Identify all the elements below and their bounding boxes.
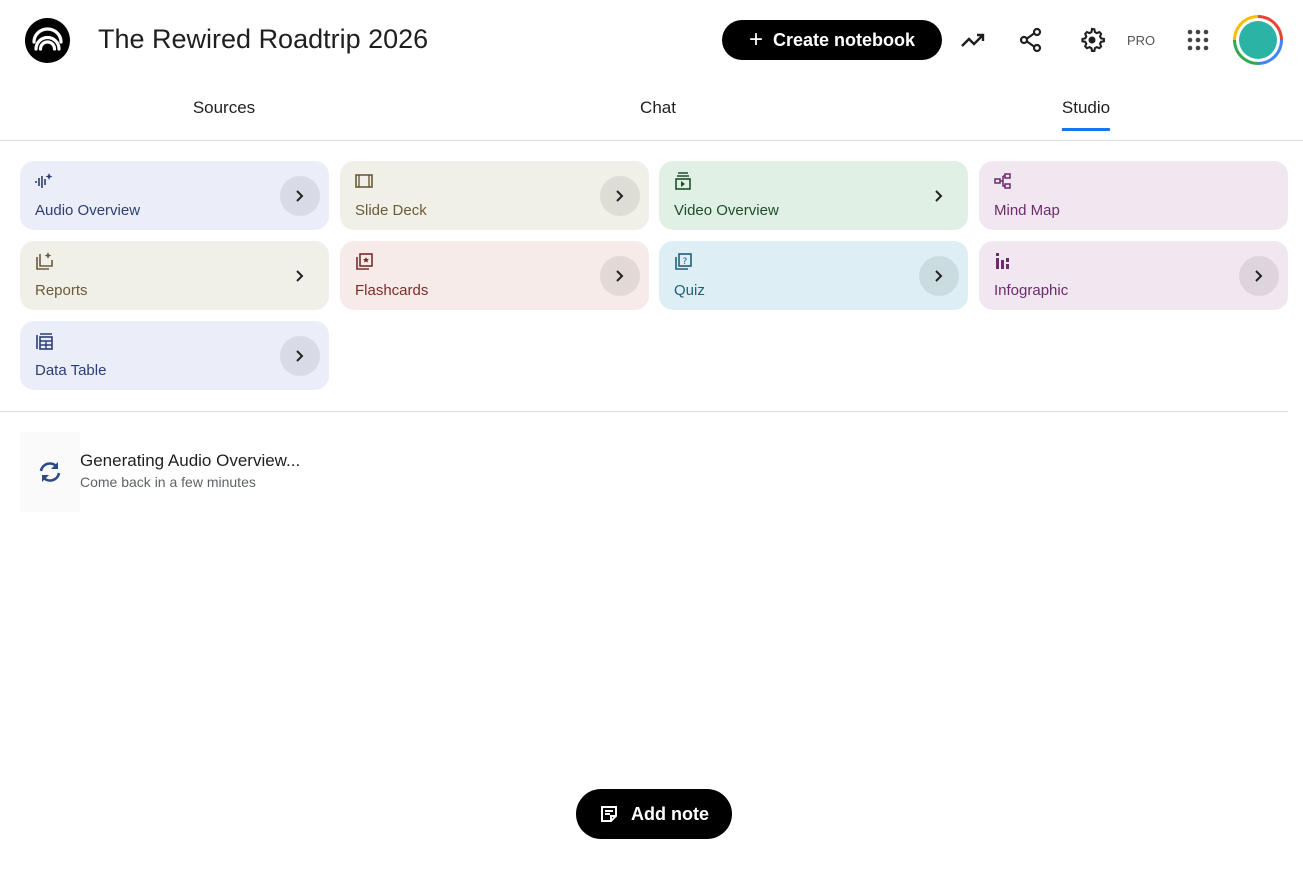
tab-studio[interactable]: Studio [1061, 98, 1111, 131]
studio-card-reports[interactable]: Reports [20, 241, 329, 310]
sync-icon [39, 462, 61, 482]
pro-badge: PRO [1127, 33, 1156, 48]
notebooklm-logo[interactable] [25, 18, 70, 63]
data-table-icon [36, 333, 53, 350]
card-label: Infographic [994, 282, 1069, 299]
note-icon [601, 806, 617, 822]
create-notebook-button[interactable]: + Create notebook [722, 20, 942, 60]
mind-map-icon [994, 173, 1011, 189]
chevron-right-icon[interactable] [600, 256, 640, 296]
divider [0, 411, 1288, 412]
generating-subtitle: Come back in a few minutes [80, 474, 256, 490]
card-label: Reports [35, 282, 88, 299]
studio-card-video-overview[interactable]: Video Overview [659, 161, 968, 230]
waveform-sparkle-icon [35, 173, 53, 188]
tab-bar: Sources Chat Studio [0, 88, 1303, 141]
apps-grid-icon[interactable] [1182, 24, 1214, 56]
svg-text:?: ? [683, 257, 688, 267]
studio-card-audio-overview[interactable]: Audio Overview [20, 161, 329, 230]
card-label: Data Table [35, 362, 107, 379]
video-play-icon [675, 172, 691, 190]
card-label: Quiz [674, 282, 705, 299]
card-label: Flashcards [355, 282, 429, 299]
plus-icon: + [748, 26, 763, 53]
card-label: Slide Deck [355, 202, 427, 219]
generating-thumbnail [20, 432, 80, 512]
add-note-button[interactable]: Add note [576, 789, 732, 839]
card-label: Video Overview [674, 202, 779, 219]
studio-card-quiz[interactable]: ? Quiz [659, 241, 968, 310]
flashcards-icon [356, 253, 373, 270]
create-notebook-label: Create notebook [772, 29, 916, 50]
studio-card-infographic[interactable]: Infographic [979, 241, 1288, 310]
studio-card-slide-deck[interactable]: Slide Deck [340, 161, 649, 230]
chevron-right-icon[interactable] [1239, 256, 1279, 296]
quiz-icon: ? [675, 253, 692, 270]
chevron-right-icon[interactable] [919, 176, 959, 216]
studio-card-flashcards[interactable]: Flashcards [340, 241, 649, 310]
analytics-trend-icon[interactable] [957, 24, 989, 56]
chevron-right-icon[interactable] [280, 336, 320, 376]
chevron-right-icon[interactable] [280, 176, 320, 216]
notebook-title[interactable]: The Rewired Roadtrip 2026 [98, 24, 429, 54]
infographic-icon [996, 253, 1009, 269]
chevron-right-icon[interactable] [919, 256, 959, 296]
card-label: Audio Overview [35, 202, 141, 219]
add-note-label: Add note [631, 803, 709, 824]
user-avatar[interactable] [1233, 15, 1283, 65]
share-icon[interactable] [1015, 24, 1047, 56]
studio-card-mind-map[interactable]: Mind Map [979, 161, 1288, 230]
card-label: Mind Map [994, 202, 1060, 219]
tab-sources[interactable]: Sources [192, 98, 256, 117]
studio-card-data-table[interactable]: Data Table [20, 321, 329, 390]
slides-icon [355, 174, 373, 188]
chevron-right-icon[interactable] [280, 256, 320, 296]
report-sparkle-icon [36, 252, 53, 270]
tab-chat[interactable]: Chat [640, 98, 676, 117]
chevron-right-icon[interactable] [600, 176, 640, 216]
settings-gear-icon[interactable] [1076, 24, 1108, 56]
generating-title: Generating Audio Overview... [80, 451, 301, 470]
